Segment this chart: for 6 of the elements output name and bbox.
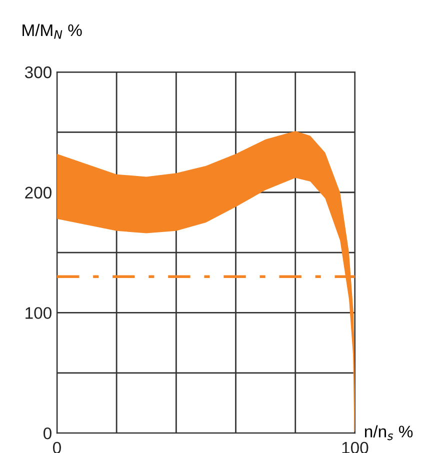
x-axis-title: n/n$_{s}$ %	[365, 425, 413, 440]
y-tick-label: 300	[24, 66, 52, 78]
y-tick-label: 0	[44, 427, 52, 440]
y-tick-label: 100	[26, 307, 52, 319]
y-tick-label: 200	[25, 186, 52, 199]
y-axis-title: M/M$_{N}$ %	[22, 24, 82, 39]
